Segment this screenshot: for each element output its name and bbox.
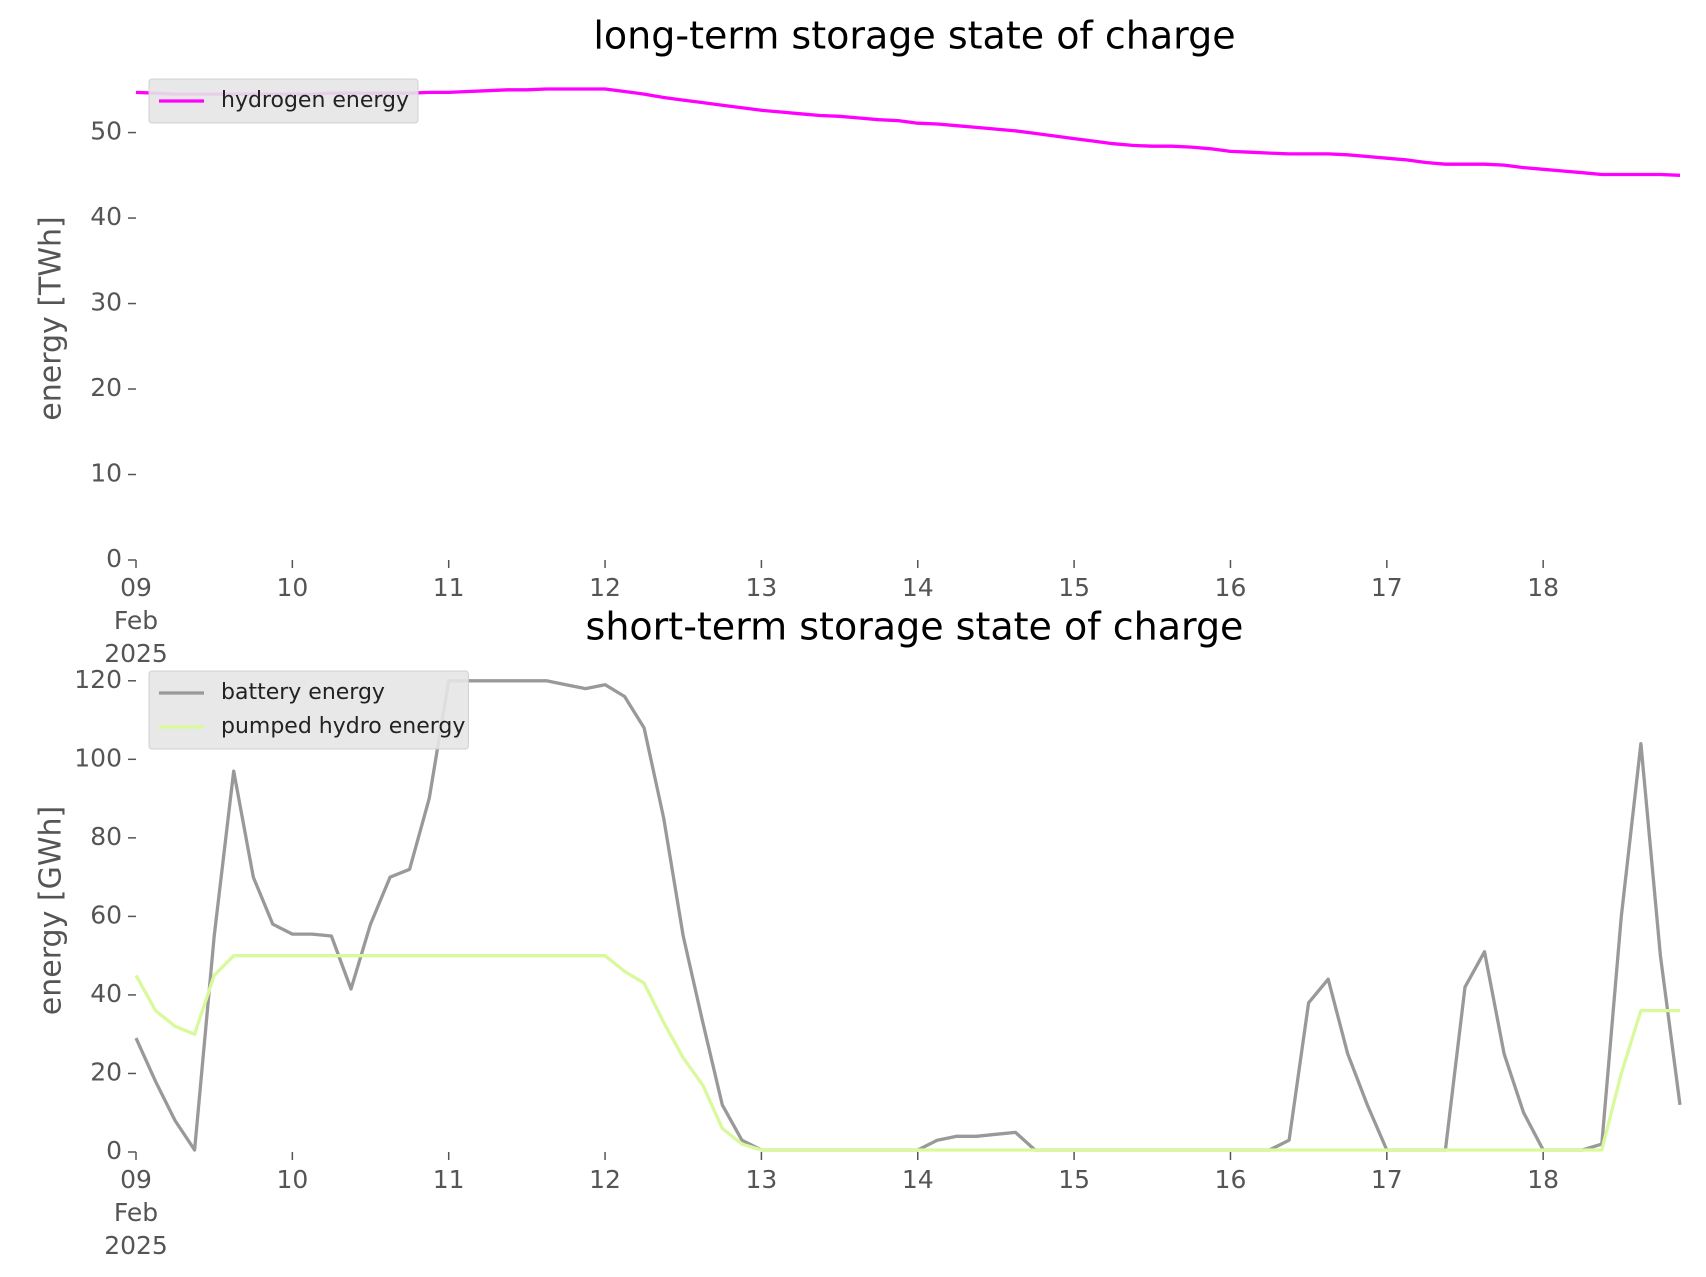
- y-axis-label: energy [GWh]: [34, 806, 69, 1015]
- legend-label: pumped hydro energy: [221, 714, 465, 739]
- y-tick-label: 0: [106, 544, 122, 573]
- x-tick-label: 12: [589, 573, 621, 602]
- x-tick-label: 16: [1215, 573, 1247, 602]
- x-tick-label: 13: [745, 1165, 777, 1194]
- y-tick-label: 0: [106, 1136, 122, 1165]
- legend-label: hydrogen energy: [221, 88, 409, 113]
- chart-title: long-term storage state of charge: [593, 14, 1235, 58]
- y-tick-label: 40: [90, 979, 122, 1008]
- x-tick-label: 11: [433, 573, 465, 602]
- y-tick-label: 10: [90, 459, 122, 488]
- x-tick-label: 09 Feb 2025: [104, 573, 168, 668]
- x-tick-label: 14: [902, 573, 934, 602]
- series-line: [134, 954, 1680, 1152]
- x-tick-label: 12: [589, 1165, 621, 1194]
- x-tick-label: 09 Feb 2025: [104, 1165, 168, 1260]
- y-axis-label: energy [TWh]: [34, 216, 69, 420]
- series-line: [134, 679, 1682, 1152]
- x-tick-label: 10: [276, 573, 308, 602]
- y-tick-label: 80: [90, 822, 122, 851]
- x-tick-label: 17: [1371, 573, 1403, 602]
- legend-label: battery energy: [221, 680, 385, 705]
- chart-title: short-term storage state of charge: [586, 605, 1244, 649]
- x-tick-label: 15: [1058, 1165, 1090, 1194]
- x-tick-label: 17: [1371, 1165, 1403, 1194]
- y-tick-label: 40: [90, 202, 122, 231]
- x-tick-label: 15: [1058, 573, 1090, 602]
- y-tick-label: 20: [90, 1057, 122, 1086]
- y-tick-label: 20: [90, 373, 122, 402]
- x-tick-label: 10: [276, 1165, 308, 1194]
- x-tick-label: 16: [1215, 1165, 1247, 1194]
- x-tick-label: 14: [902, 1165, 934, 1194]
- y-tick-label: 50: [90, 117, 122, 146]
- y-tick-label: 30: [90, 288, 122, 317]
- legend-box: [148, 78, 419, 124]
- y-tick-label: 120: [74, 665, 122, 694]
- y-tick-label: 100: [74, 743, 122, 772]
- x-tick-label: 18: [1527, 1165, 1559, 1194]
- x-tick-label: 13: [745, 573, 777, 602]
- y-tick-label: 60: [90, 900, 122, 929]
- x-tick-label: 11: [433, 1165, 465, 1194]
- legend-box: [148, 670, 469, 750]
- x-tick-label: 18: [1527, 573, 1559, 602]
